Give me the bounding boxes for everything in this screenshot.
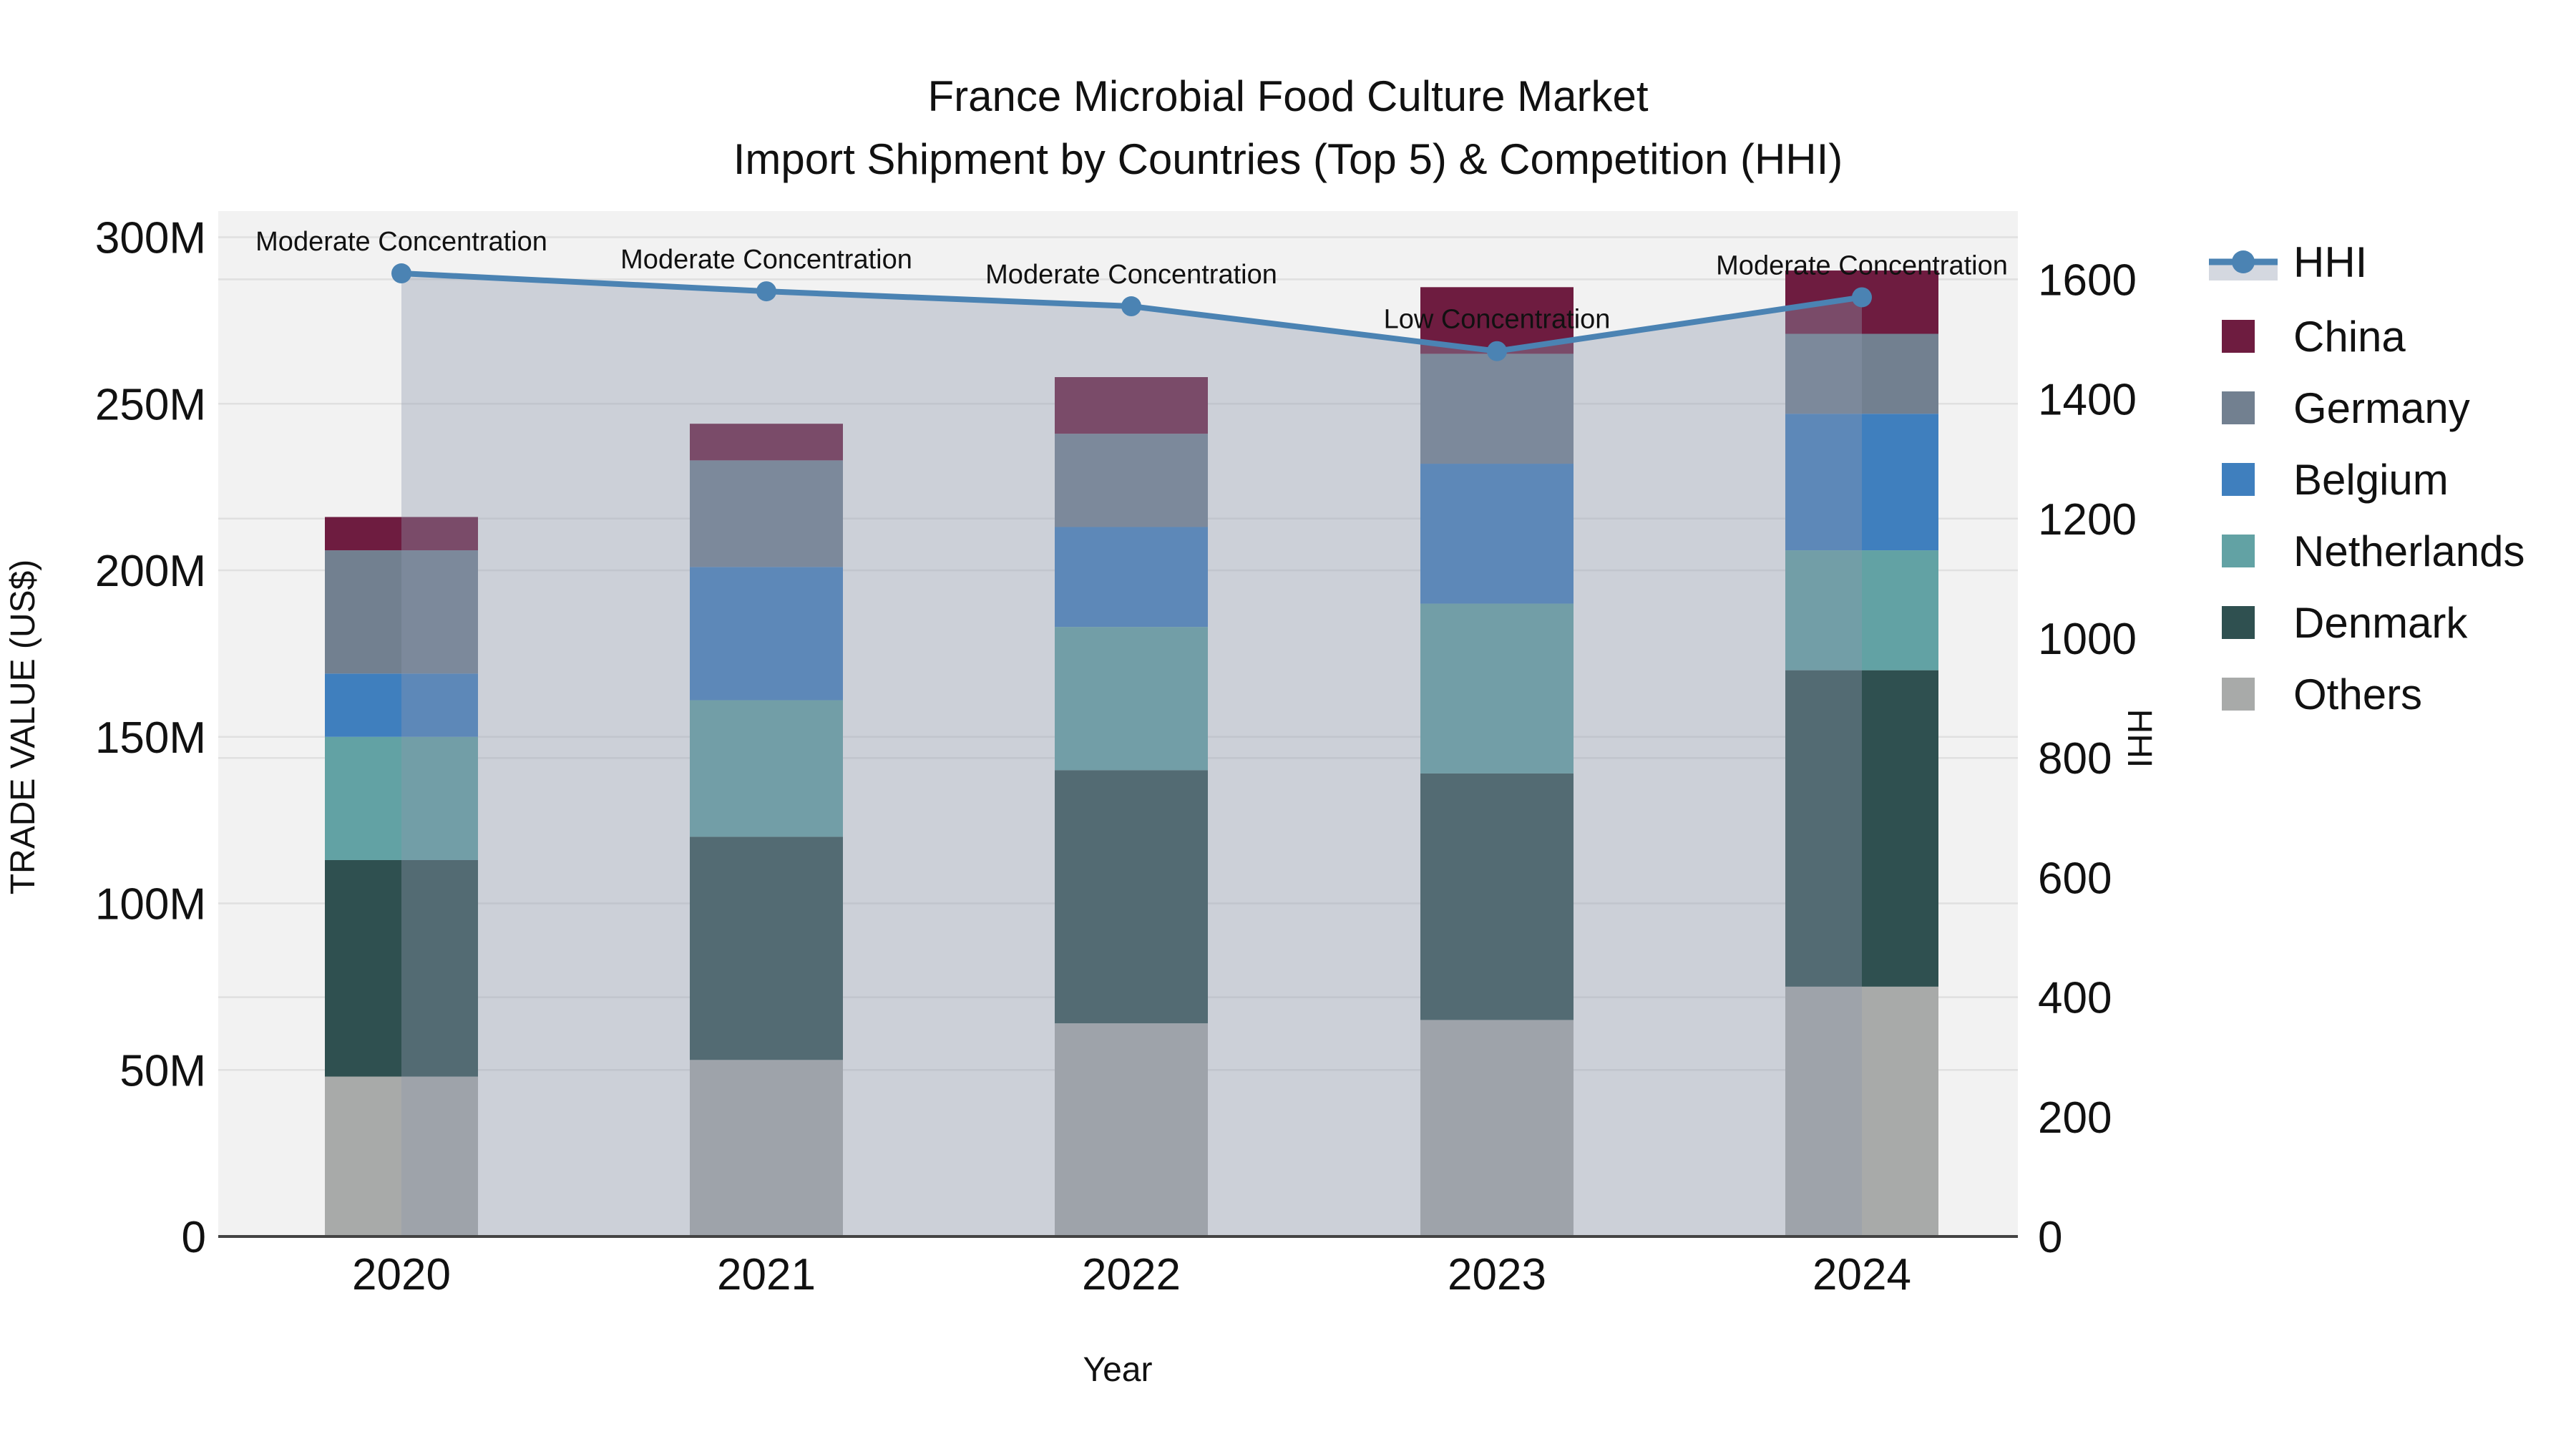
legend-item-belgium[interactable]: Belgium [2222,456,2449,504]
hhi-area-fill [401,273,1862,1236]
annotation-2022: Moderate Concentration [985,260,1277,290]
legend-swatch-netherlands [2222,535,2255,567]
legend-swatch-china [2222,320,2255,353]
hhi-marker-2024 [1852,287,1872,308]
bar-2021-denmark [690,836,843,1060]
y-left-tick-200M: 200M [95,547,206,596]
legend-item-china[interactable]: China [2222,313,2406,361]
legend: HHI China Germany Belgium Netherlands Denmark… [2209,238,2525,718]
y-right-tick-400: 400 [2038,974,2112,1023]
hhi-marker-2023 [1487,341,1507,361]
hhi-marker-2021 [756,281,776,302]
legend-label-hhi: HHI [2293,238,2367,286]
legend-item-hhi[interactable]: HHI [2209,238,2367,286]
y-left-tick-0: 0 [182,1213,206,1262]
concentration-annotations: Moderate Concentration Moderate Concentra… [255,227,2008,335]
legend-item-denmark[interactable]: Denmark [2222,599,2468,647]
y-right-tick-1200: 1200 [2038,495,2137,545]
y-right-tick-0: 0 [2038,1213,2062,1262]
legend-label-germany: Germany [2293,384,2470,432]
x-tick-2020: 2020 [352,1250,451,1299]
bar-2023-denmark [1420,773,1574,1020]
annotation-2024: Moderate Concentration [1716,250,2008,280]
bar-2021-others [690,1060,843,1236]
legend-label-china: China [2293,313,2406,361]
x-tick-2021: 2021 [717,1250,816,1299]
hhi-line [391,263,1872,361]
legend-label-netherlands: Netherlands [2293,527,2525,575]
y-left-tick-100M: 100M [95,880,206,930]
chart-title-line1: France Microbial Food Culture Market [927,72,1648,120]
legend-swatch-denmark [2222,606,2255,639]
bar-2021-china [690,424,843,461]
bar-2020-netherlands [325,736,478,860]
y-right-tick-1400: 1400 [2038,376,2137,425]
annotation-2020: Moderate Concentration [255,227,547,257]
bar-2022-belgium [1055,527,1208,628]
y-right-tick-1000: 1000 [2038,615,2137,664]
y-right-tick-600: 600 [2038,854,2112,903]
hhi-marker-2022 [1121,296,1141,317]
y-left-tick-300M: 300M [95,214,206,263]
bar-2022-others [1055,1023,1208,1236]
x-tick-labels: 2020 2021 2022 2023 2024 [352,1250,1911,1299]
hhi-area-polygon [401,273,1862,1236]
legend-item-netherlands[interactable]: Netherlands [2222,527,2525,575]
chart-title-line2: Import Shipment by Countries (Top 5) & C… [733,135,1843,183]
legend-swatch-belgium [2222,463,2255,496]
y-right-tick-1600: 1600 [2038,255,2137,305]
y-left-tick-150M: 150M [95,713,206,763]
bar-2023-netherlands [1420,603,1574,774]
x-axis-title: Year [1083,1351,1153,1389]
y-left-tick-labels: 0 50M 100M 150M 200M 250M 300M [95,214,206,1263]
legend-item-germany[interactable]: Germany [2222,384,2470,432]
legend-label-others: Others [2293,670,2422,718]
hhi-marker-2020 [391,263,411,284]
bar-2024-germany [1785,333,1938,414]
y-right-tick-800: 800 [2038,734,2112,784]
bar-2024-others [1785,986,1938,1236]
bar-2022-netherlands [1055,627,1208,771]
legend-swatch-germany [2222,391,2255,424]
bar-2021-germany [690,460,843,567]
bar-2022-china [1055,377,1208,434]
annotation-2021: Moderate Concentration [620,245,912,275]
bar-2022-germany [1055,434,1208,527]
x-tick-2024: 2024 [1813,1250,1911,1299]
bar-2020-belgium [325,673,478,737]
legend-hhi-marker [2232,250,2255,273]
y-right-axis-title: HHI [2120,709,2158,769]
annotation-2023: Low Concentration [1384,305,1611,335]
bar-2020-china [325,517,478,551]
bar-2020-others [325,1076,478,1236]
bar-2022-denmark [1055,770,1208,1024]
bar-2021-netherlands [690,700,843,837]
legend-swatch-others [2222,678,2255,711]
y-left-tick-50M: 50M [119,1046,206,1096]
y-right-tick-labels: 0 200 400 600 800 1000 1200 1400 1600 [2038,255,2137,1262]
bar-2024-netherlands [1785,550,1938,670]
legend-item-others[interactable]: Others [2222,670,2422,718]
legend-label-denmark: Denmark [2293,599,2468,647]
bar-2021-belgium [690,567,843,701]
x-tick-2022: 2022 [1082,1250,1181,1299]
bar-2023-germany [1420,353,1574,464]
bar-2020-denmark [325,859,478,1077]
y-right-tick-200: 200 [2038,1093,2112,1143]
y-left-tick-250M: 250M [95,380,206,429]
bar-2023-others [1420,1020,1574,1236]
bar-2024-belgium [1785,414,1938,551]
y-left-axis-title: TRADE VALUE (US$) [4,560,42,895]
legend-label-belgium: Belgium [2293,456,2449,504]
bar-2023-belgium [1420,464,1574,604]
x-tick-2023: 2023 [1448,1250,1546,1299]
stacked-bars [325,270,1938,1236]
bar-2024-denmark [1785,670,1938,987]
bar-2020-germany [325,550,478,674]
